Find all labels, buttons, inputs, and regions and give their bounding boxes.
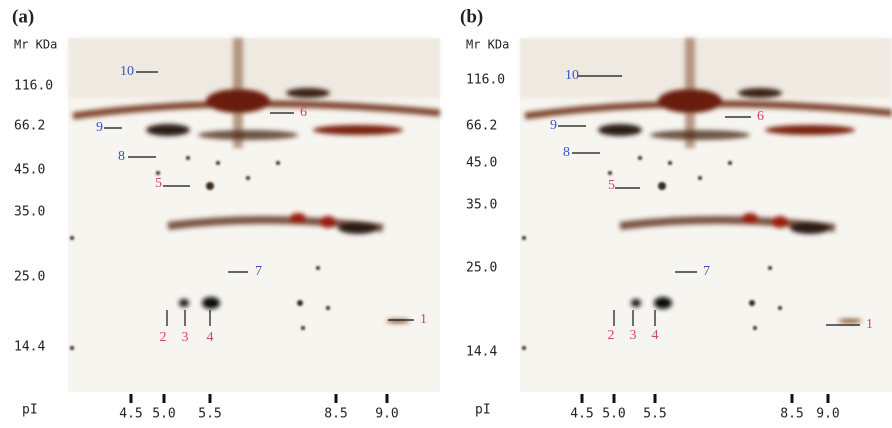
pi-tick [580,394,584,403]
mr-label: 66.2 [14,119,45,134]
pi-label: 9.0 [816,407,839,422]
spot-label: 6 [300,105,307,120]
mr-label: 116.0 [466,73,505,88]
mr-label: 35.0 [14,205,45,220]
gel-image [68,38,440,392]
axis-title: pI [475,403,491,418]
pi-label: 8.5 [324,407,347,422]
spot-label: 1 [420,312,427,327]
spot-label: 7 [255,264,262,279]
gel-image [520,38,892,392]
pi-label: 4.5 [570,407,593,422]
axis-title: pI [22,403,38,418]
spot-label: 6 [757,109,764,124]
spot-label: 5 [155,176,162,191]
pi-tick [790,394,794,403]
spot-label: 1 [866,317,873,332]
pi-label: 4.5 [119,407,142,422]
pi-label: 5.5 [643,407,666,422]
mr-label: 45.0 [14,163,45,178]
spot-label: 9 [550,118,557,133]
spot-label: 10 [120,64,134,79]
spot-label: 5 [608,178,615,193]
pi-label: 5.0 [152,407,175,422]
spot-label: 8 [563,145,570,160]
pi-label: 9.0 [375,407,398,422]
mr-label: 14.4 [14,340,45,355]
pi-tick [129,394,133,403]
spot-label: 3 [630,328,637,343]
pi-label: 5.5 [198,407,221,422]
spot-label: 7 [703,264,710,279]
spot-label: 4 [207,330,214,345]
spot-label: 10 [565,68,579,83]
spot-label: 4 [652,328,659,343]
spot-label: 9 [96,120,103,135]
pi-label: 5.0 [602,407,625,422]
panel-label: (b) [460,6,483,27]
pi-tick [653,394,657,403]
mr-label: 14.4 [466,345,497,360]
spot-label: 2 [608,328,615,343]
mr-label: 25.0 [466,261,497,276]
axis-title: Mr KDa [14,38,57,52]
panel-label: (a) [12,6,34,27]
mr-label: 116.0 [14,79,53,94]
pi-label: 8.5 [780,407,803,422]
spot-label: 3 [182,330,189,345]
pi-tick [334,394,338,403]
mr-label: 66.2 [466,119,497,134]
pi-tick [162,394,166,403]
pi-tick [826,394,830,403]
mr-label: 25.0 [14,270,45,285]
pi-tick [385,394,389,403]
spot-label: 2 [160,330,167,345]
mr-label: 45.0 [466,156,497,171]
axis-title: Mr KDa [466,38,509,52]
spot-label: 8 [118,149,125,164]
mr-label: 35.0 [466,198,497,213]
pi-tick [612,394,616,403]
pi-tick [208,394,212,403]
